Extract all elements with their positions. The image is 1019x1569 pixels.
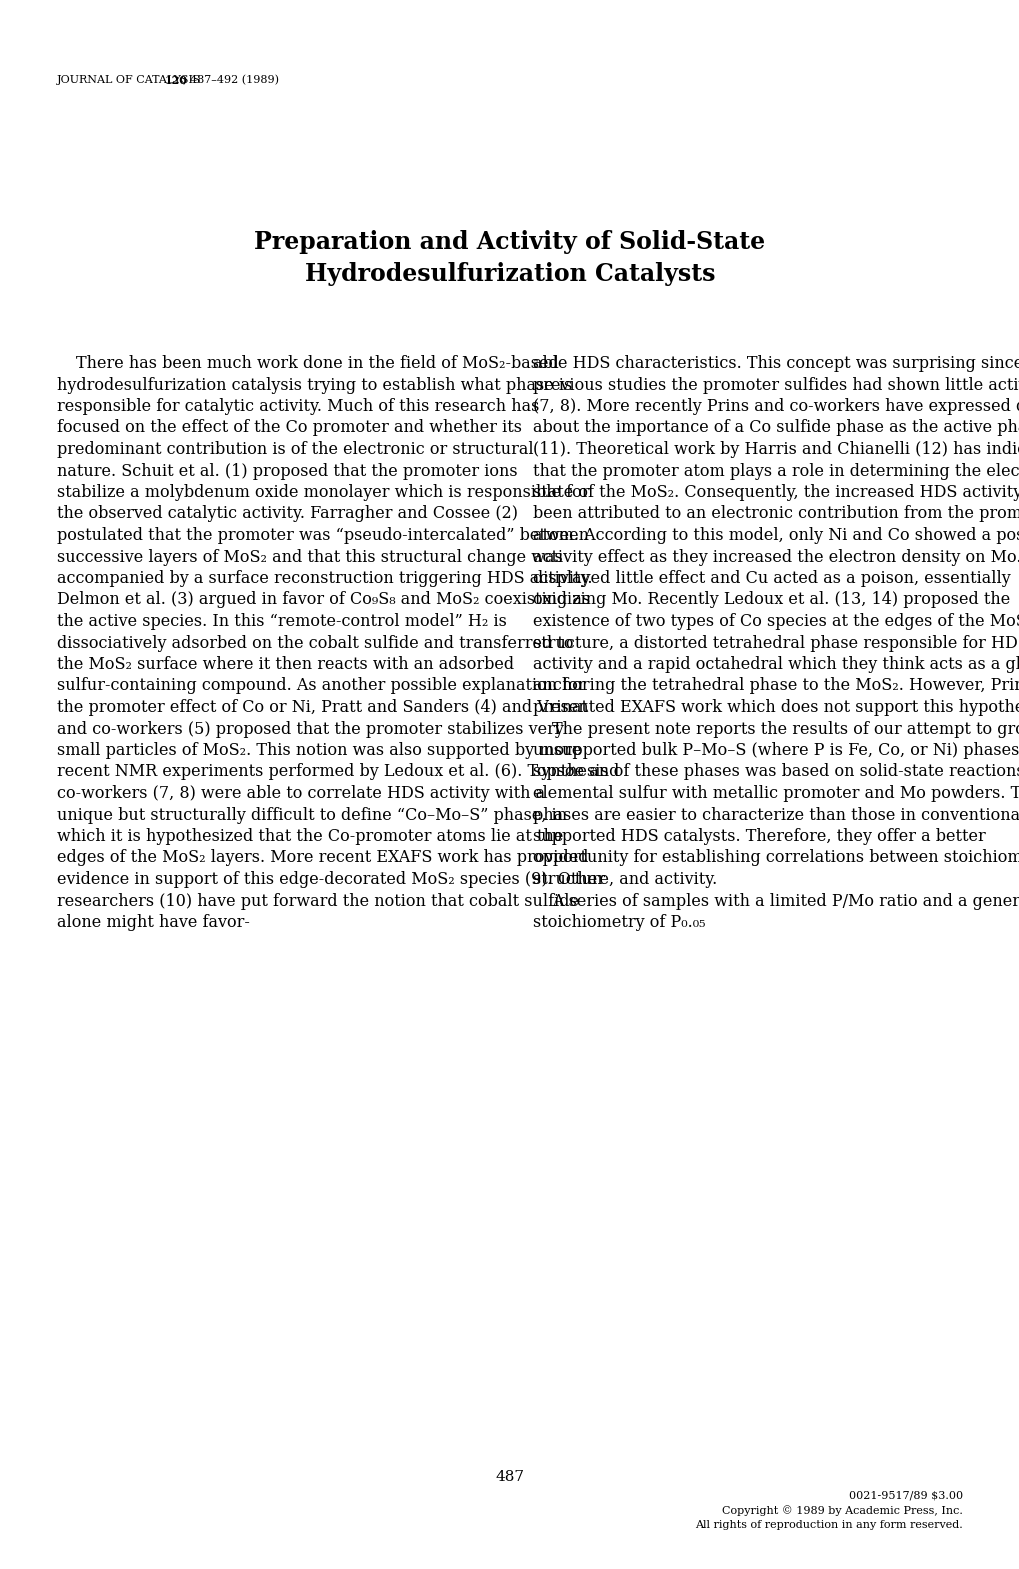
Text: about the importance of a Co sulfide phase as the active phase: about the importance of a Co sulfide pha…	[533, 419, 1019, 436]
Text: 487: 487	[495, 1470, 524, 1484]
Text: Delmon et al. (3) argued in favor of Co₉S₈ and MoS₂ coexisting as: Delmon et al. (3) argued in favor of Co₉…	[57, 592, 590, 609]
Text: JOURNAL OF CATALYSIS: JOURNAL OF CATALYSIS	[57, 75, 205, 85]
Text: displayed little effect and Cu acted as a poison, essentially: displayed little effect and Cu acted as …	[533, 570, 1010, 587]
Text: existence of two types of Co species at the edges of the MoS₂: existence of two types of Co species at …	[533, 613, 1019, 631]
Text: the MoS₂ surface where it then reacts with an adsorbed: the MoS₂ surface where it then reacts wi…	[57, 656, 514, 673]
Text: recent NMR experiments performed by Ledoux et al. (6). Topsøe and: recent NMR experiments performed by Ledo…	[57, 764, 619, 780]
Text: dissociatively adsorbed on the cobalt sulfide and transferred to: dissociatively adsorbed on the cobalt su…	[57, 634, 573, 651]
Text: presented EXAFS work which does not support this hypothesis (11).: presented EXAFS work which does not supp…	[533, 700, 1019, 715]
Text: activity effect as they increased the electron density on Mo. Fe: activity effect as they increased the el…	[533, 549, 1019, 565]
Text: which it is hypothesized that the Co-promoter atoms lie at the: which it is hypothesized that the Co-pro…	[57, 828, 562, 846]
Text: edges of the MoS₂ layers. More recent EXAFS work has provided: edges of the MoS₂ layers. More recent EX…	[57, 849, 588, 866]
Text: and co-workers (5) proposed that the promoter stabilizes very: and co-workers (5) proposed that the pro…	[57, 720, 564, 737]
Text: Preparation and Activity of Solid-State: Preparation and Activity of Solid-State	[254, 231, 765, 254]
Text: phases are easier to characterize than those in conventional: phases are easier to characterize than t…	[533, 806, 1019, 824]
Text: researchers (10) have put forward the notion that cobalt sulfide: researchers (10) have put forward the no…	[57, 893, 579, 910]
Text: the observed catalytic activity. Farragher and Cossee (2): the observed catalytic activity. Farragh…	[57, 505, 518, 522]
Text: co-workers (7, 8) were able to correlate HDS activity with a: co-workers (7, 8) were able to correlate…	[57, 784, 544, 802]
Text: able HDS characteristics. This concept was surprising since in: able HDS characteristics. This concept w…	[533, 355, 1019, 372]
Text: nature. Schuit et al. (1) proposed that the promoter ions: nature. Schuit et al. (1) proposed that …	[57, 463, 517, 480]
Text: (7, 8). More recently Prins and co-workers have expressed doubt: (7, 8). More recently Prins and co-worke…	[533, 399, 1019, 414]
Text: evidence in support of this edge-decorated MoS₂ species (9). Other: evidence in support of this edge-decorat…	[57, 871, 604, 888]
Text: unsupported bulk P–Mo–S (where P is Fe, Co, or Ni) phases. The: unsupported bulk P–Mo–S (where P is Fe, …	[533, 742, 1019, 759]
Text: 120: 120	[165, 75, 187, 86]
Text: structure, a distorted tetrahedral phase responsible for HDS: structure, a distorted tetrahedral phase…	[533, 634, 1019, 651]
Text: Hydrodesulfurization Catalysts: Hydrodesulfurization Catalysts	[305, 262, 714, 286]
Text: There has been much work done in the field of MoS₂-based: There has been much work done in the fie…	[76, 355, 558, 372]
Text: supported HDS catalysts. Therefore, they offer a better: supported HDS catalysts. Therefore, they…	[533, 828, 984, 846]
Text: All rights of reproduction in any form reserved.: All rights of reproduction in any form r…	[695, 1520, 962, 1530]
Text: focused on the effect of the Co promoter and whether its: focused on the effect of the Co promoter…	[57, 419, 522, 436]
Text: synthesis of these phases was based on solid-state reactions of: synthesis of these phases was based on s…	[533, 764, 1019, 780]
Text: hydrodesulfurization catalysis trying to establish what phase is: hydrodesulfurization catalysis trying to…	[57, 377, 572, 394]
Text: atom. According to this model, only Ni and Co showed a positive: atom. According to this model, only Ni a…	[533, 527, 1019, 544]
Text: The present note reports the results of our attempt to grow: The present note reports the results of …	[552, 720, 1019, 737]
Text: the active species. In this “remote-control model” H₂ is: the active species. In this “remote-cont…	[57, 613, 506, 631]
Text: successive layers of MoS₂ and that this structural change was: successive layers of MoS₂ and that this …	[57, 549, 562, 565]
Text: accompanied by a surface reconstruction triggering HDS activity.: accompanied by a surface reconstruction …	[57, 570, 592, 587]
Text: elemental sulfur with metallic promoter and Mo powders. These bulk: elemental sulfur with metallic promoter …	[533, 784, 1019, 802]
Text: postulated that the promoter was “pseudo-intercalated” between: postulated that the promoter was “pseudo…	[57, 527, 588, 544]
Text: previous studies the promoter sulfides had shown little activity: previous studies the promoter sulfides h…	[533, 377, 1019, 394]
Text: structure, and activity.: structure, and activity.	[533, 871, 716, 888]
Text: stabilize a molybdenum oxide monolayer which is responsible for: stabilize a molybdenum oxide monolayer w…	[57, 483, 589, 501]
Text: responsible for catalytic activity. Much of this research has: responsible for catalytic activity. Much…	[57, 399, 539, 414]
Text: alone might have favor-: alone might have favor-	[57, 915, 250, 930]
Text: sulfur-containing compound. As another possible explanation for: sulfur-containing compound. As another p…	[57, 678, 585, 695]
Text: anchoring the tetrahedral phase to the MoS₂. However, Prins et al.: anchoring the tetrahedral phase to the M…	[533, 678, 1019, 695]
Text: A series of samples with a limited P/Mo ratio and a general: A series of samples with a limited P/Mo …	[552, 893, 1019, 910]
Text: stoichiometry of P₀.₀₅: stoichiometry of P₀.₀₅	[533, 915, 705, 930]
Text: the promoter effect of Co or Ni, Pratt and Sanders (4) and Vrinat: the promoter effect of Co or Ni, Pratt a…	[57, 700, 587, 715]
Text: Copyright © 1989 by Academic Press, Inc.: Copyright © 1989 by Academic Press, Inc.	[721, 1505, 962, 1516]
Text: , 487–492 (1989): , 487–492 (1989)	[182, 75, 279, 85]
Text: 0021-9517/89 $3.00: 0021-9517/89 $3.00	[848, 1491, 962, 1500]
Text: state of the MoS₂. Consequently, the increased HDS activity has: state of the MoS₂. Consequently, the inc…	[533, 483, 1019, 501]
Text: unique but structurally difficult to define “Co–Mo–S” phase, in: unique but structurally difficult to def…	[57, 806, 567, 824]
Text: opportunity for establishing correlations between stoichiometry,: opportunity for establishing correlation…	[533, 849, 1019, 866]
Text: oxidizing Mo. Recently Ledoux et al. (13, 14) proposed the: oxidizing Mo. Recently Ledoux et al. (13…	[533, 592, 1009, 609]
Text: small particles of MoS₂. This notion was also supported by more: small particles of MoS₂. This notion was…	[57, 742, 581, 759]
Text: been attributed to an electronic contribution from the promoter: been attributed to an electronic contrib…	[533, 505, 1019, 522]
Text: predominant contribution is of the electronic or structural: predominant contribution is of the elect…	[57, 441, 533, 458]
Text: (11). Theoretical work by Harris and Chianelli (12) has indicated: (11). Theoretical work by Harris and Chi…	[533, 441, 1019, 458]
Text: activity and a rapid octahedral which they think acts as a glue,: activity and a rapid octahedral which th…	[533, 656, 1019, 673]
Text: that the promoter atom plays a role in determining the electronic: that the promoter atom plays a role in d…	[533, 463, 1019, 480]
